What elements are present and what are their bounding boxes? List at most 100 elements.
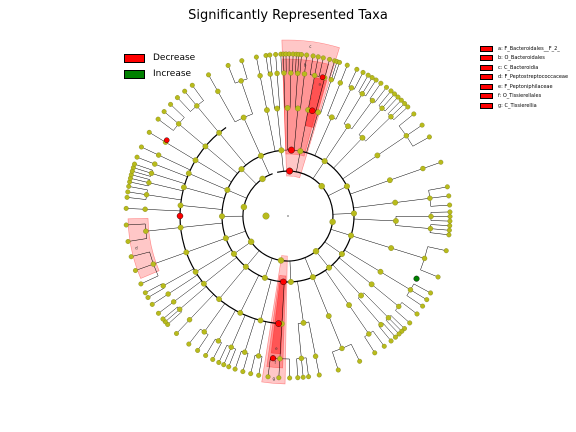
taxon-node	[315, 54, 321, 60]
taxa-legend-swatch	[480, 102, 493, 109]
taxon-node	[259, 175, 266, 183]
branch-line	[244, 318, 256, 353]
branch-line	[365, 116, 392, 142]
decrease-node	[309, 107, 316, 114]
taxon-node	[277, 356, 283, 362]
branch-line	[145, 209, 181, 212]
branch-line	[126, 223, 146, 226]
branch-line	[315, 77, 325, 112]
branch-line	[390, 103, 405, 117]
taxon-node	[343, 183, 350, 190]
taxon-node	[182, 88, 188, 94]
taxon-node	[295, 375, 301, 381]
branch-line	[158, 301, 174, 314]
taxon-node	[265, 374, 271, 380]
decrease-node	[319, 74, 326, 81]
taxon-node	[138, 144, 144, 150]
legend-swatch-increase	[124, 69, 145, 79]
taxon-node	[160, 316, 166, 322]
taxon-node	[177, 202, 184, 209]
clade-label: f	[274, 360, 276, 365]
taxon-node	[351, 210, 357, 217]
taxon-node	[320, 55, 326, 61]
branch-line	[183, 187, 225, 199]
taxon-node	[388, 114, 394, 120]
branch-line	[358, 75, 369, 92]
taxon-node	[194, 103, 200, 109]
branch-line	[136, 156, 155, 165]
branch-line	[167, 311, 182, 325]
branch-line	[289, 260, 292, 282]
branch-line	[157, 118, 174, 131]
branch-line	[325, 270, 350, 306]
taxa-legend-label: e: F_Peptoniphilaceae	[498, 83, 553, 90]
taxon-node	[156, 310, 161, 316]
clade-label: g	[273, 376, 276, 381]
branch-line	[331, 61, 338, 80]
decrease-node	[270, 355, 277, 362]
taxon-node	[192, 157, 199, 164]
branch-line	[128, 186, 148, 191]
taxon-node	[327, 56, 333, 62]
taxon-node	[155, 116, 161, 122]
taxon-node	[149, 301, 155, 307]
taxon-node	[186, 317, 193, 323]
branch-line	[335, 87, 352, 120]
branch-line	[196, 105, 220, 133]
branch-line	[332, 213, 354, 215]
taxon-node	[392, 91, 397, 97]
branch-line	[348, 304, 370, 335]
taxon-node	[447, 209, 453, 215]
taxon-node	[125, 239, 131, 244]
taxon-node	[372, 350, 378, 356]
branch-line	[362, 77, 373, 94]
branch-line	[269, 54, 273, 74]
taxon-node	[315, 109, 322, 116]
legend-swatch-decrease	[124, 53, 145, 63]
branch-line	[218, 310, 236, 342]
clade-highlight-b	[282, 58, 329, 157]
clade-label: a	[319, 81, 322, 86]
branch-line	[312, 277, 329, 317]
branch-line	[374, 87, 387, 103]
branch-line	[177, 97, 191, 112]
branch-line	[170, 104, 185, 118]
branch-line	[430, 204, 450, 207]
taxon-node	[426, 134, 432, 140]
taxa-legend-swatch	[480, 93, 493, 100]
branch-line	[420, 269, 439, 278]
taxon-node	[228, 344, 234, 350]
branch-line	[328, 315, 343, 349]
branch-line	[365, 79, 377, 97]
branch-line	[260, 155, 270, 176]
taxon-node	[379, 105, 385, 111]
branch-line	[304, 257, 314, 278]
taxon-node	[393, 218, 399, 224]
branch-line	[301, 358, 304, 378]
branch-line	[382, 322, 396, 338]
branch-line	[145, 227, 181, 232]
taxon-node	[238, 78, 244, 84]
taxon-node	[360, 69, 366, 75]
branch-line	[147, 287, 165, 298]
branch-line	[197, 334, 209, 351]
taxon-node	[420, 303, 426, 309]
ring-inner	[242, 170, 334, 262]
taxon-node	[278, 147, 285, 154]
taxon-node	[366, 331, 372, 337]
branch-line	[189, 294, 214, 320]
clade-highlight-d	[127, 218, 160, 279]
taxon-node	[339, 345, 345, 352]
taxon-node	[174, 331, 179, 336]
taxon-node	[203, 353, 209, 358]
taxon-node	[123, 222, 129, 228]
taxon-node	[403, 133, 410, 139]
taxon-node	[281, 70, 287, 76]
taxa-legend-label: b: O_Bacteroidales	[498, 55, 545, 62]
taxon-node	[134, 154, 140, 160]
branch-line	[330, 229, 352, 236]
branch-line	[178, 123, 206, 147]
taxon-node	[318, 183, 325, 190]
taxon-node	[402, 101, 408, 106]
branch-line	[324, 126, 349, 162]
